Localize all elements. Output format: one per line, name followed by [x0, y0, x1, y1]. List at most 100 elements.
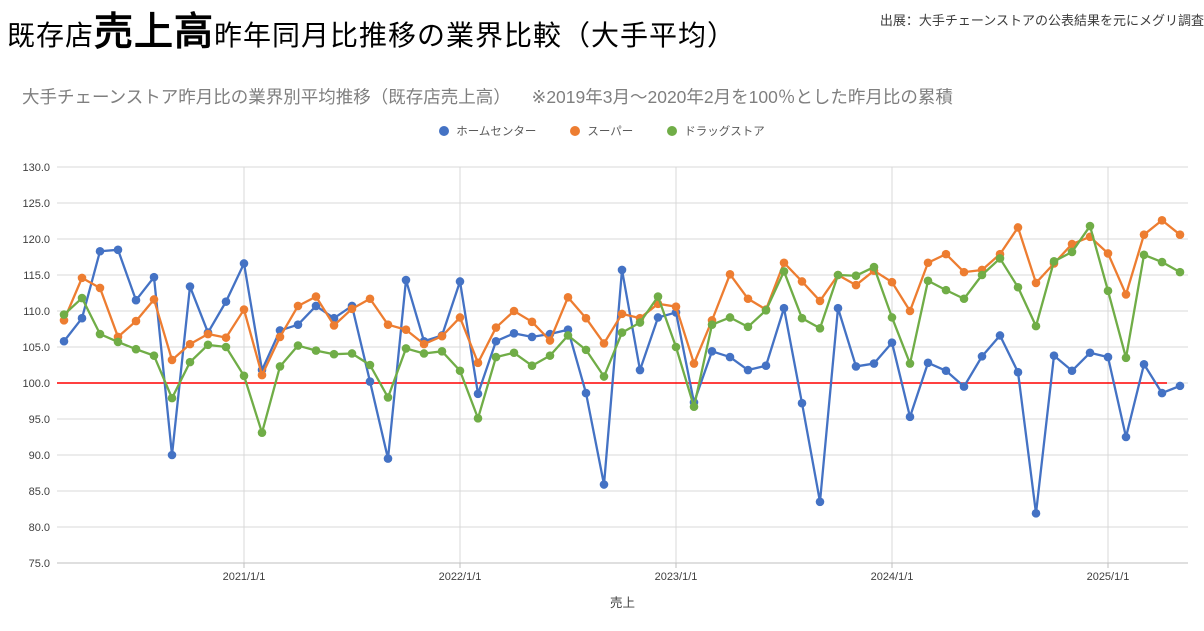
data-point [455, 277, 465, 286]
data-point [797, 277, 807, 286]
page-title: 既存店 売上高 昨年同月比推移の業界比較（大手平均） [7, 1, 736, 57]
data-point [527, 361, 537, 371]
data-point [581, 313, 591, 323]
data-point [995, 331, 1005, 340]
data-point [275, 362, 285, 371]
data-point [401, 275, 411, 285]
y-tick-label: 105.0 [22, 342, 50, 354]
data-point [203, 340, 213, 350]
data-point [833, 303, 843, 313]
data-point [527, 332, 537, 342]
series-line [63, 248, 1181, 515]
data-point [311, 292, 321, 301]
data-point [1121, 353, 1131, 363]
data-point [383, 454, 393, 463]
y-tick-label: 100.0 [22, 378, 50, 390]
data-point [365, 294, 375, 304]
data-point [977, 352, 987, 361]
data-point [1067, 247, 1077, 257]
data-point [743, 294, 753, 304]
x-tick-label: 2024/1/1 [871, 571, 914, 583]
data-point [617, 328, 627, 337]
data-point [473, 358, 483, 368]
data-point [185, 339, 195, 349]
data-point [1013, 367, 1023, 377]
data-point [131, 295, 141, 305]
data-point [401, 344, 411, 353]
data-point [257, 428, 267, 437]
data-point [311, 346, 321, 355]
data-point [383, 393, 393, 402]
x-axis-title: 売上 [610, 595, 635, 610]
data-point [257, 370, 267, 380]
data-point [59, 310, 69, 319]
data-point [725, 313, 735, 322]
y-tick-label: 90.0 [29, 450, 50, 462]
data-point [545, 351, 555, 360]
data-point [959, 382, 969, 391]
data-point [599, 339, 609, 348]
data-point [95, 246, 105, 256]
data-point [977, 270, 987, 280]
data-point [779, 258, 789, 268]
legend-marker-icon [667, 126, 678, 136]
data-point [653, 313, 663, 322]
data-point [815, 323, 825, 333]
data-point [815, 296, 825, 306]
data-point [95, 283, 105, 293]
data-point [869, 359, 879, 368]
data-point [1031, 321, 1041, 331]
data-point [491, 336, 501, 346]
data-point [347, 304, 357, 314]
data-point [905, 359, 915, 368]
y-tick-label: 95.0 [29, 414, 50, 426]
data-point [833, 270, 843, 280]
data-point [959, 294, 969, 304]
data-point [941, 249, 951, 259]
data-point [77, 273, 87, 283]
page-title-prefix: 既存店 [7, 20, 95, 51]
data-point [905, 412, 915, 422]
data-point [293, 320, 303, 329]
data-point [491, 323, 501, 332]
data-point [707, 347, 717, 356]
data-point [221, 342, 231, 352]
data-point [167, 355, 177, 365]
data-point [473, 389, 483, 399]
data-point [347, 349, 357, 358]
data-point [887, 338, 897, 347]
data-point [1013, 282, 1023, 292]
legend-item: ホームセンター [439, 123, 536, 139]
data-point [419, 339, 429, 349]
data-point [473, 413, 483, 423]
data-point [293, 301, 303, 311]
x-tick-label: 2022/1/1 [439, 571, 482, 583]
data-point [923, 358, 933, 368]
data-point [527, 317, 537, 327]
data-point [1121, 432, 1131, 442]
data-point [1139, 250, 1149, 260]
data-point [1121, 290, 1131, 299]
data-point [653, 292, 663, 301]
data-point [563, 331, 573, 340]
data-point [851, 271, 861, 281]
data-point [617, 265, 627, 275]
data-point [1175, 230, 1185, 239]
data-point [131, 344, 141, 354]
data-point [167, 393, 177, 403]
data-point [1103, 249, 1113, 258]
page-title-emphasis: 売上高 [94, 11, 215, 54]
y-tick-label: 110.0 [23, 306, 50, 318]
data-point [1157, 257, 1167, 267]
data-point [1085, 348, 1095, 358]
data-point [221, 333, 231, 342]
data-point [185, 357, 195, 367]
data-point [113, 245, 123, 255]
data-point [149, 351, 159, 360]
data-point [185, 282, 195, 291]
data-point [689, 402, 699, 412]
x-tick-label: 2025/1/1 [1087, 571, 1130, 583]
series-line [62, 219, 1181, 377]
data-point [401, 325, 411, 335]
data-point [1031, 278, 1041, 288]
